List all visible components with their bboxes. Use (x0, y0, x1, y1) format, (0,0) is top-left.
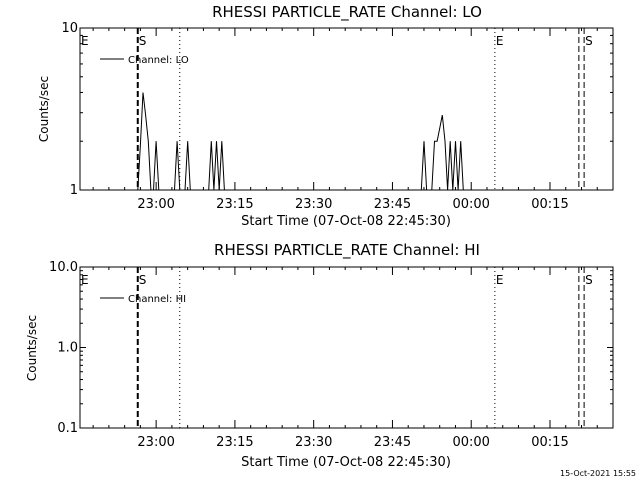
x-tick-label: 23:45 (374, 435, 411, 450)
x-tick-label: 23:00 (137, 435, 174, 450)
x-tick-label: 23:30 (295, 435, 332, 450)
x-tick-label: 23:45 (374, 197, 411, 212)
marker-label: E (81, 273, 89, 287)
marker-label: E (81, 34, 89, 48)
plot-frame (79, 27, 614, 191)
y-tick-label: 1.0 (57, 341, 78, 356)
x-tick-label: 23:15 (216, 197, 253, 212)
panel-lo: RHESSI PARTICLE_RATE Channel: LO Counts/… (37, 3, 614, 229)
series-line (137, 92, 464, 191)
legend-label: Channel: LO (128, 55, 189, 66)
legend-label: Channel: HI (128, 294, 186, 305)
chart-title: RHESSI PARTICLE_RATE Channel: LO (212, 3, 482, 22)
x-axis-label: Start Time (07-Oct-08 22:45:30) (241, 214, 451, 229)
y-axis-label: Counts/sec (25, 315, 39, 381)
footer-timestamp: 15-Oct-2021 15:55 (560, 469, 636, 478)
x-axis-label: Start Time (07-Oct-08 22:45:30) (241, 455, 451, 470)
x-tick-label: 00:00 (452, 197, 489, 212)
y-tick-label: 10.0 (49, 260, 78, 275)
y-tick-label: 10 (61, 21, 78, 36)
marker-label: S (585, 34, 593, 48)
marker-label: E (496, 34, 504, 48)
y-tick-label: 0.1 (57, 421, 78, 436)
x-tick-label: 00:00 (452, 435, 489, 450)
y-tick-label: 1 (70, 183, 78, 198)
x-tick-label: 00:15 (531, 435, 568, 450)
x-tick-label: 23:30 (295, 197, 332, 212)
y-axis-label: Counts/sec (37, 76, 51, 142)
plot-frame (79, 266, 614, 429)
marker-label: S (139, 273, 147, 287)
x-tick-label: 23:00 (137, 197, 174, 212)
marker-label: E (496, 273, 504, 287)
x-tick-label: 00:15 (531, 197, 568, 212)
chart-title: RHESSI PARTICLE_RATE Channel: HI (214, 241, 480, 260)
x-tick-label: 23:15 (216, 435, 253, 450)
marker-label: S (585, 273, 593, 287)
marker-label: S (139, 34, 147, 48)
panel-hi: RHESSI PARTICLE_RATE Channel: HI Counts/… (25, 241, 614, 470)
